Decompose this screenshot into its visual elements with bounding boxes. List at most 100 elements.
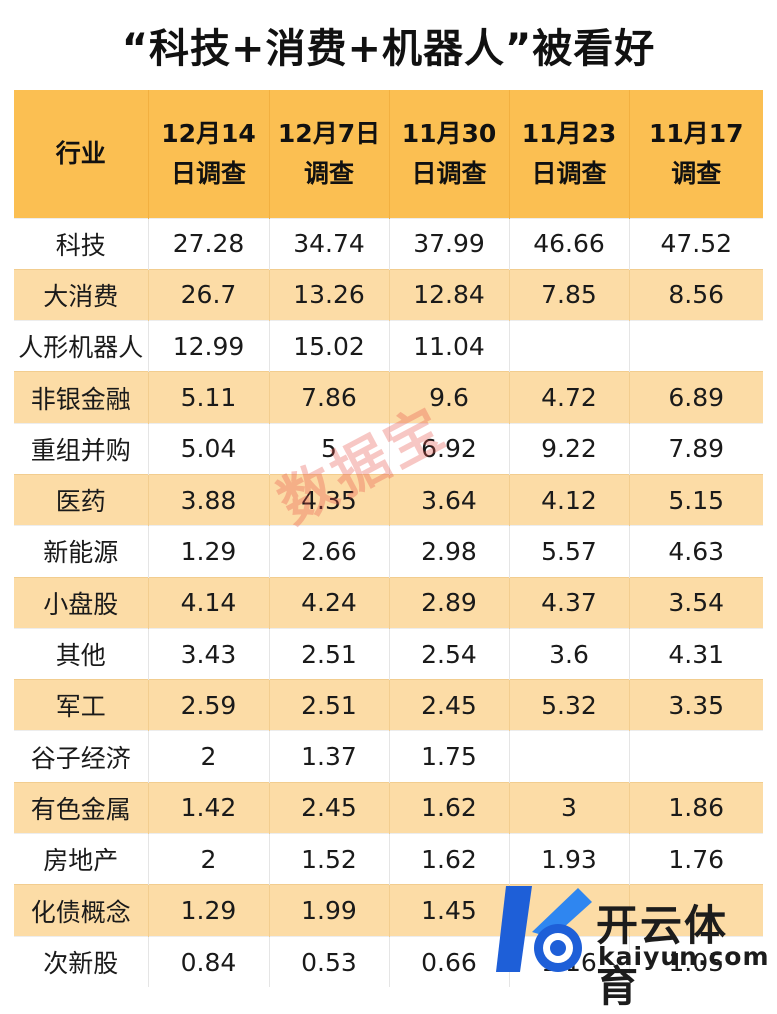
value-cell: 1.99 [268, 884, 389, 937]
value-cell [508, 730, 629, 783]
column-header-line: 调查 [303, 158, 354, 188]
value-cell: 5.15 [628, 473, 763, 526]
value-cell: 1.37 [268, 730, 389, 783]
value-cell [628, 730, 763, 783]
value-cell: 2.98 [388, 525, 509, 578]
table-row: 大消费 26.7 13.26 12.84 7.85 8.56 [14, 268, 763, 321]
value-cell: 1.52 [268, 833, 389, 885]
value-cell: 9.22 [508, 422, 629, 475]
industry-cell: 非银金融 [14, 371, 148, 424]
value-cell: 47.52 [628, 217, 763, 270]
column-header-3: 11月30 日调查 [388, 90, 509, 218]
value-cell [508, 884, 629, 937]
value-cell: 6.89 [628, 371, 763, 424]
value-cell: 2.66 [268, 525, 389, 578]
table-row: 科技 27.28 34.74 37.99 46.66 47.52 [14, 217, 763, 270]
industry-cell: 新能源 [14, 525, 148, 578]
industry-cell: 其他 [14, 627, 148, 680]
value-cell: 3.88 [147, 473, 269, 526]
table-row: 次新股 0.84 0.53 0.66 1.16 1.05 [14, 935, 763, 988]
value-cell: 6.92 [388, 422, 509, 475]
value-cell: 4.31 [628, 627, 763, 680]
value-cell: 1.62 [388, 833, 509, 885]
value-cell: 5.57 [508, 525, 629, 578]
industry-cell: 军工 [14, 679, 148, 731]
value-cell: 3.64 [388, 473, 509, 526]
value-cell: 2.51 [268, 679, 389, 731]
value-cell: 2.54 [388, 627, 509, 680]
industry-cell: 小盘股 [14, 576, 148, 629]
survey-table: 行业 12月14 日调查 12月7日 调查 11月30 日调查 11月23 日调查 11月17 调查… [14, 90, 763, 988]
column-header-line: 11月23 [521, 118, 617, 148]
value-cell: 1.62 [388, 781, 509, 834]
column-header-industry: 行业 [14, 90, 148, 218]
industry-cell: 房地产 [14, 833, 148, 885]
industry-cell: 有色金属 [14, 781, 148, 834]
industry-cell: 大消费 [14, 268, 148, 321]
value-cell: 8.56 [628, 268, 763, 321]
value-cell: 27.28 [147, 217, 269, 270]
column-header-line: 行业 [55, 138, 106, 168]
value-cell: 4.72 [508, 371, 629, 424]
value-cell: 0.66 [388, 935, 509, 988]
column-header-line: 11月17 [648, 118, 744, 148]
table-row: 军工 2.59 2.51 2.45 5.32 3.35 [14, 679, 763, 731]
table-row: 非银金融 5.11 7.86 9.6 4.72 6.89 [14, 371, 763, 424]
table-row: 化债概念 1.29 1.99 1.45 [14, 884, 763, 937]
value-cell: 5 [268, 422, 389, 475]
value-cell: 11.04 [388, 320, 509, 372]
value-cell: 1.45 [388, 884, 509, 937]
value-cell: 1.05 [628, 935, 763, 988]
table-row: 医药 3.88 4.35 3.64 4.12 5.15 [14, 473, 763, 526]
column-header-line: 日调查 [531, 158, 607, 188]
value-cell: 12.99 [147, 320, 269, 372]
value-cell: 5.04 [147, 422, 269, 475]
value-cell: 4.14 [147, 576, 269, 629]
value-cell: 7.85 [508, 268, 629, 321]
column-header-line: 12月14 [161, 118, 256, 148]
industry-cell: 医药 [14, 473, 148, 526]
value-cell [628, 884, 763, 937]
value-cell: 37.99 [388, 217, 509, 270]
value-cell: 3.43 [147, 627, 269, 680]
value-cell: 4.35 [268, 473, 389, 526]
column-header-line: 日调查 [170, 158, 246, 188]
table-row: 重组并购 5.04 5 6.92 9.22 7.89 [14, 422, 763, 475]
column-header-line: 日调查 [411, 158, 487, 188]
value-cell: 1.42 [147, 781, 269, 834]
value-cell: 26.7 [147, 268, 269, 321]
value-cell: 2.89 [388, 576, 509, 629]
industry-cell: 人形机器人 [14, 320, 148, 372]
column-header-line: 调查 [671, 158, 722, 188]
value-cell: 2.45 [388, 679, 509, 731]
value-cell: 1.75 [388, 730, 509, 783]
value-cell: 7.86 [268, 371, 389, 424]
column-header-1: 12月14 日调查 [147, 90, 269, 218]
value-cell: 1.16 [508, 935, 629, 988]
value-cell: 1.29 [147, 525, 269, 578]
table-row: 房地产 2 1.52 1.62 1.93 1.76 [14, 833, 763, 885]
value-cell: 5.32 [508, 679, 629, 731]
table-row: 有色金属 1.42 2.45 1.62 3 1.86 [14, 781, 763, 834]
table-row: 人形机器人 12.99 15.02 11.04 [14, 320, 763, 372]
value-cell: 4.12 [508, 473, 629, 526]
column-header-4: 11月23 日调查 [508, 90, 629, 218]
table-body: 科技 27.28 34.74 37.99 46.66 47.52 大消费 26.7 13.26 1… [14, 217, 763, 988]
value-cell: 0.84 [147, 935, 269, 988]
column-header-2: 12月7日 调查 [268, 90, 389, 218]
value-cell [628, 320, 763, 372]
value-cell: 4.24 [268, 576, 389, 629]
value-cell: 1.29 [147, 884, 269, 937]
value-cell: 2 [147, 833, 269, 885]
value-cell: 15.02 [268, 320, 389, 372]
value-cell [508, 320, 629, 372]
value-cell: 1.93 [508, 833, 629, 885]
value-cell: 12.84 [388, 268, 509, 321]
column-header-5: 11月17 调查 [628, 90, 763, 218]
value-cell: 3.54 [628, 576, 763, 629]
industry-cell: 科技 [14, 217, 148, 270]
header-row: 行业 12月14 日调查 12月7日 调查 11月30 日调查 11月23 日调查 11月17 调查 [14, 90, 763, 218]
value-cell: 1.86 [628, 781, 763, 834]
table-row: 其他 3.43 2.51 2.54 3.6 4.31 [14, 627, 763, 680]
value-cell: 5.11 [147, 371, 269, 424]
